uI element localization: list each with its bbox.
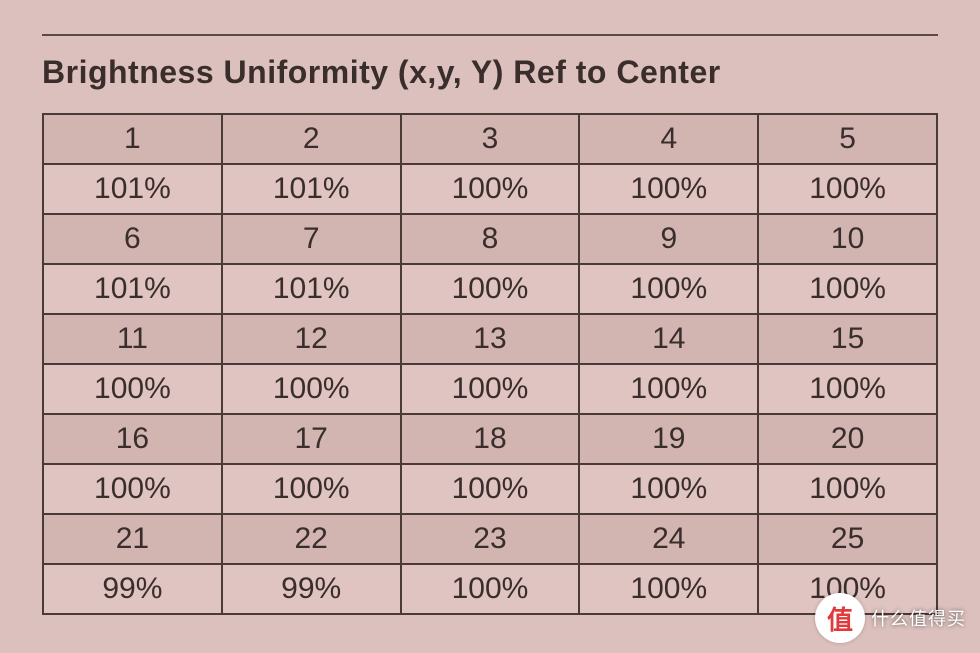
cell-index: 23 (401, 514, 580, 564)
cell-value: 99% (222, 564, 401, 614)
cell-index: 7 (222, 214, 401, 264)
cell-value: 101% (222, 264, 401, 314)
cell-value: 101% (43, 164, 222, 214)
cell-index: 8 (401, 214, 580, 264)
top-rule (42, 30, 938, 36)
cell-value: 100% (43, 464, 222, 514)
cell-value: 100% (579, 564, 758, 614)
cell-index: 2 (222, 114, 401, 164)
cell-index: 19 (579, 414, 758, 464)
table-row: 11 12 13 14 15 (43, 314, 937, 364)
table-body: 1 2 3 4 5 101% 101% 100% 100% 100% 6 7 8… (43, 114, 937, 614)
cell-value: 99% (43, 564, 222, 614)
uniformity-table: 1 2 3 4 5 101% 101% 100% 100% 100% 6 7 8… (42, 113, 938, 615)
cell-value: 100% (758, 364, 937, 414)
cell-value: 100% (401, 464, 580, 514)
cell-index: 3 (401, 114, 580, 164)
table-row: 1 2 3 4 5 (43, 114, 937, 164)
table-row: 100% 100% 100% 100% 100% (43, 464, 937, 514)
cell-index: 17 (222, 414, 401, 464)
cell-value: 100% (579, 264, 758, 314)
cell-index: 6 (43, 214, 222, 264)
cell-index: 15 (758, 314, 937, 364)
cell-value: 100% (222, 464, 401, 514)
cell-index: 21 (43, 514, 222, 564)
table-row: 100% 100% 100% 100% 100% (43, 364, 937, 414)
table-row: 16 17 18 19 20 (43, 414, 937, 464)
table-row: 101% 101% 100% 100% 100% (43, 264, 937, 314)
cell-index: 16 (43, 414, 222, 464)
cell-index: 12 (222, 314, 401, 364)
cell-index: 4 (579, 114, 758, 164)
table-row: 21 22 23 24 25 (43, 514, 937, 564)
cell-value: 101% (43, 264, 222, 314)
cell-index: 9 (579, 214, 758, 264)
cell-value: 100% (579, 164, 758, 214)
cell-index: 5 (758, 114, 937, 164)
cell-index: 13 (401, 314, 580, 364)
watermark-badge-icon: 值 (815, 593, 865, 643)
cell-value: 100% (758, 464, 937, 514)
watermark: 值 什么值得买 (815, 593, 966, 643)
cell-value: 100% (401, 164, 580, 214)
cell-index: 22 (222, 514, 401, 564)
cell-value: 100% (401, 564, 580, 614)
cell-value: 100% (758, 164, 937, 214)
cell-index: 14 (579, 314, 758, 364)
cell-value: 100% (401, 264, 580, 314)
page-container: Brightness Uniformity (x,y, Y) Ref to Ce… (0, 0, 980, 615)
cell-index: 24 (579, 514, 758, 564)
cell-index: 10 (758, 214, 937, 264)
cell-value: 100% (222, 364, 401, 414)
cell-index: 11 (43, 314, 222, 364)
cell-value: 100% (43, 364, 222, 414)
watermark-text: 什么值得买 (871, 605, 966, 631)
table-row: 6 7 8 9 10 (43, 214, 937, 264)
cell-index: 1 (43, 114, 222, 164)
cell-value: 100% (579, 364, 758, 414)
cell-value: 100% (401, 364, 580, 414)
cell-index: 20 (758, 414, 937, 464)
table-row: 101% 101% 100% 100% 100% (43, 164, 937, 214)
cell-index: 18 (401, 414, 580, 464)
table-row: 99% 99% 100% 100% 100% (43, 564, 937, 614)
cell-value: 100% (579, 464, 758, 514)
cell-value: 100% (758, 264, 937, 314)
page-title: Brightness Uniformity (x,y, Y) Ref to Ce… (42, 54, 938, 91)
cell-value: 101% (222, 164, 401, 214)
cell-index: 25 (758, 514, 937, 564)
